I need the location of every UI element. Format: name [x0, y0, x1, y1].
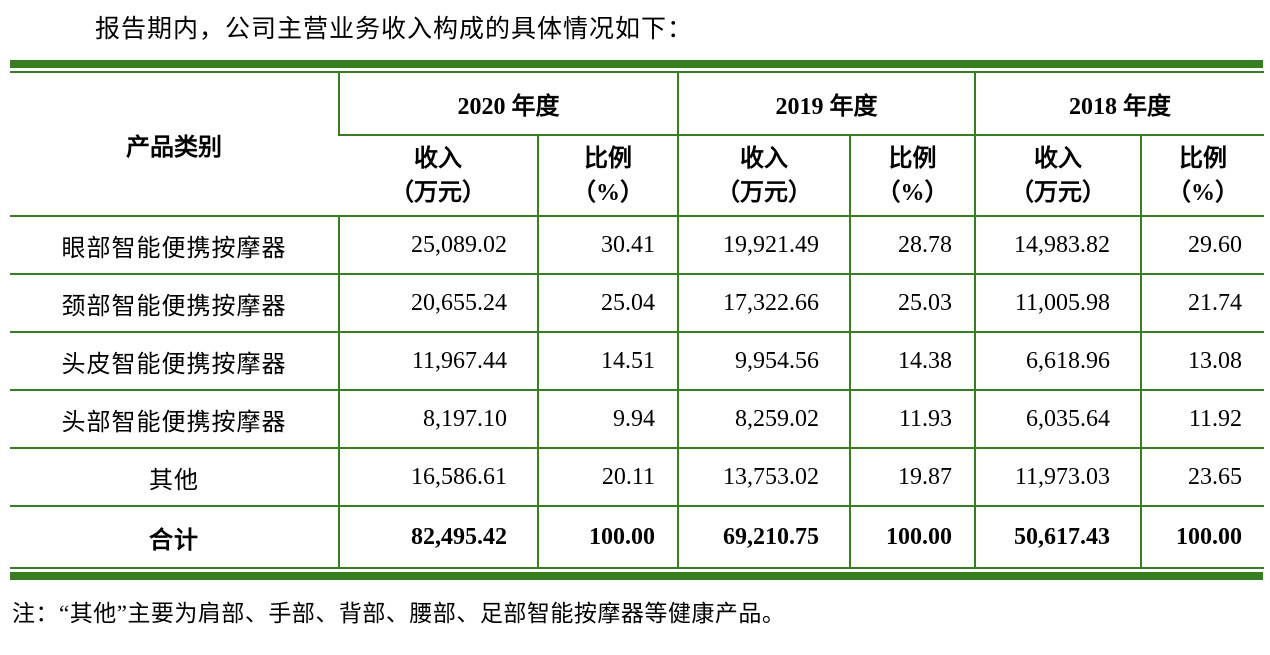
value-cell: 14,983.82 [974, 215, 1141, 275]
header-row-metrics: 收入 （万元） 比例 （%） 收入 （万元） 比例 （%） 收入 （万元） 比例… [10, 134, 1264, 217]
total-value-cell: 100.00 [1140, 505, 1264, 569]
note-paragraph: 注：“其他”主要为肩部、手部、背部、腰部、足部智能按摩器等健康产品。 [12, 601, 786, 626]
category-cell: 颈部智能便携按摩器 [10, 273, 339, 333]
table-row: 头部智能便携按摩器 8,197.10 9.94 8,259.02 11.93 6… [10, 389, 1264, 449]
value-cell: 19,921.49 [677, 215, 850, 275]
ratio-header-2018: 比例 （%） [1140, 134, 1264, 217]
value-cell: 9,954.56 [677, 331, 850, 391]
value-cell: 6,618.96 [974, 331, 1141, 391]
revenue-table: 产品类别 2020 年度 2019 年度 2018 年度 收入 （万元） 比例 … [10, 71, 1264, 569]
ratio-header-2019: 比例 （%） [849, 134, 975, 217]
total-value-cell: 69,210.75 [677, 505, 850, 569]
value-cell: 30.41 [537, 215, 678, 275]
total-value-cell: 100.00 [537, 505, 678, 569]
income-header-2019: 收入 （万元） [677, 134, 850, 217]
value-cell: 19.87 [849, 447, 975, 507]
value-cell: 13.08 [1140, 331, 1264, 391]
revenue-table-frame: 产品类别 2020 年度 2019 年度 2018 年度 收入 （万元） 比例 … [10, 60, 1264, 580]
value-cell: 28.78 [849, 215, 975, 275]
value-cell: 25.04 [537, 273, 678, 333]
value-cell: 29.60 [1140, 215, 1264, 275]
year-header-2019: 2019 年度 [677, 71, 975, 136]
table-row: 其他 16,586.61 20.11 13,753.02 19.87 11,97… [10, 447, 1264, 507]
category-cell: 眼部智能便携按摩器 [10, 215, 339, 275]
income-header-2018: 收入 （万元） [974, 134, 1141, 217]
ratio-header-2020: 比例 （%） [537, 134, 678, 217]
category-cell: 其他 [10, 447, 339, 507]
value-cell: 8,259.02 [677, 389, 850, 449]
value-cell: 17,322.66 [677, 273, 850, 333]
value-cell: 13,753.02 [677, 447, 850, 507]
value-cell: 11.92 [1140, 389, 1264, 449]
total-value-cell: 100.00 [849, 505, 975, 569]
value-cell: 11,973.03 [974, 447, 1141, 507]
category-cell: 头皮智能便携按摩器 [10, 331, 339, 391]
income-header-2020: 收入 （万元） [339, 134, 538, 217]
total-row: 合计 82,495.42 100.00 69,210.75 100.00 50,… [10, 505, 1264, 569]
year-header-2018: 2018 年度 [974, 71, 1264, 136]
value-cell: 23.65 [1140, 447, 1264, 507]
value-cell: 14.51 [537, 331, 678, 391]
header-row-years: 产品类别 2020 年度 2019 年度 2018 年度 [10, 71, 1264, 217]
value-cell: 25.03 [849, 273, 975, 333]
value-cell: 11,967.44 [338, 331, 538, 391]
table-row: 头皮智能便携按摩器 11,967.44 14.51 9,954.56 14.38… [10, 331, 1264, 391]
year-header-2020: 2020 年度 [338, 71, 678, 136]
value-cell: 11.93 [849, 389, 975, 449]
table-row: 颈部智能便携按摩器 20,655.24 25.04 17,322.66 25.0… [10, 273, 1264, 333]
value-cell: 14.38 [849, 331, 975, 391]
total-label-cell: 合计 [10, 505, 339, 569]
table-row: 眼部智能便携按摩器 25,089.02 30.41 19,921.49 28.7… [10, 215, 1264, 275]
value-cell: 11,005.98 [974, 273, 1141, 333]
total-value-cell: 82,495.42 [338, 505, 538, 569]
value-cell: 9.94 [537, 389, 678, 449]
value-cell: 21.74 [1140, 273, 1264, 333]
category-cell: 头部智能便携按摩器 [10, 389, 339, 449]
value-cell: 16,586.61 [338, 447, 538, 507]
total-value-cell: 50,617.43 [974, 505, 1141, 569]
value-cell: 20.11 [537, 447, 678, 507]
value-cell: 6,035.64 [974, 389, 1141, 449]
value-cell: 20,655.24 [338, 273, 538, 333]
value-cell: 25,089.02 [338, 215, 538, 275]
intro-paragraph: 报告期内，公司主营业务收入构成的具体情况如下： [95, 16, 694, 43]
value-cell: 8,197.10 [338, 389, 538, 449]
product-category-header: 产品类别 [10, 71, 339, 217]
